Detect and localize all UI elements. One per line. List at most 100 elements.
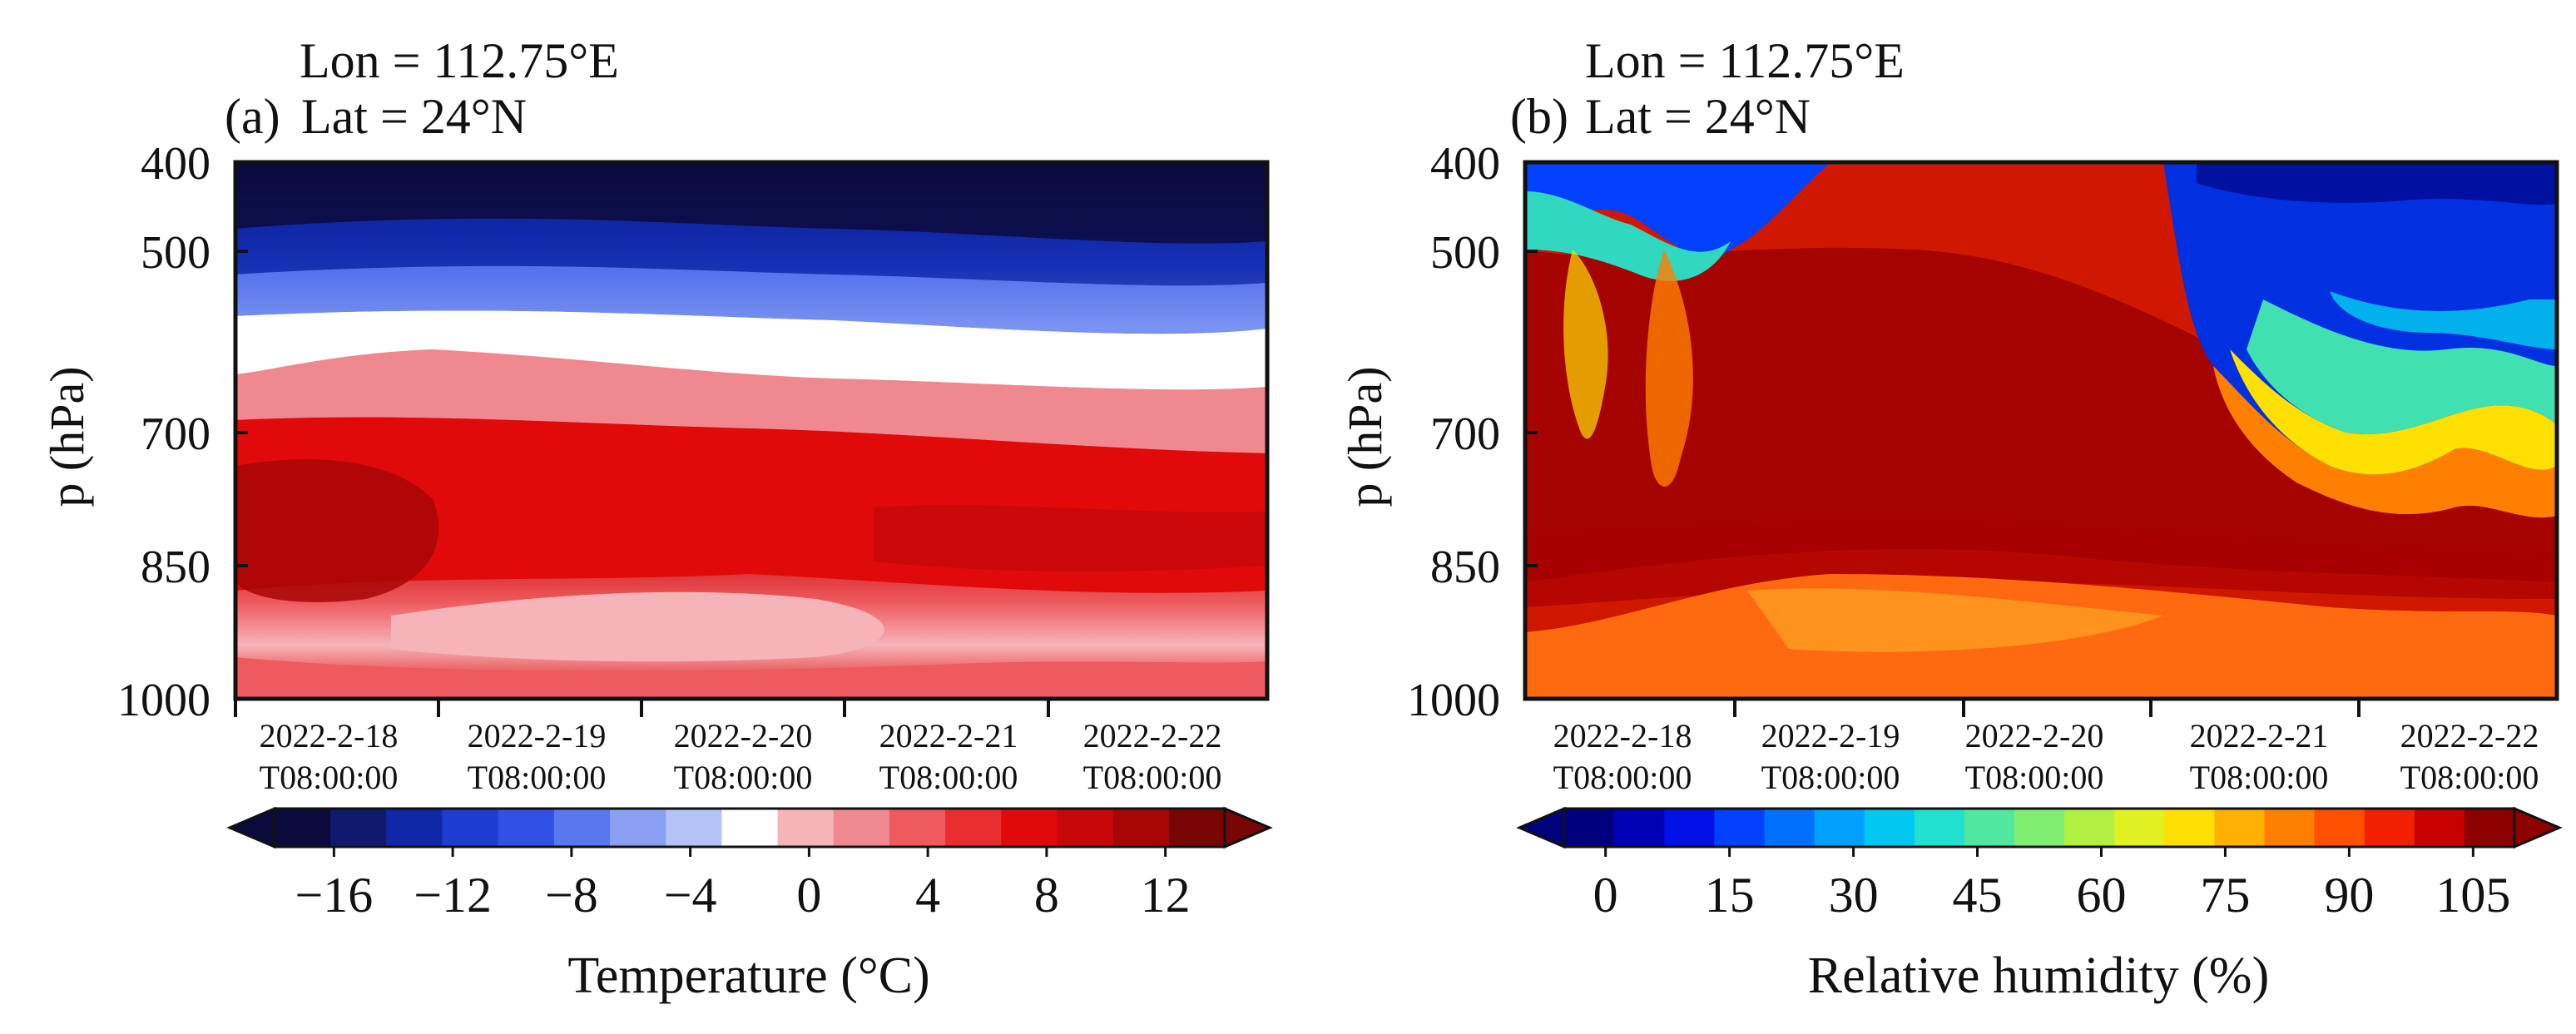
panel-b-ytick-label: 500: [1430, 227, 1500, 279]
panel-b-colorbar-tick-label: 90: [2324, 868, 2374, 923]
panel-a-colorbar-segment: [721, 809, 779, 847]
panel-a-colorbar-segment: [553, 809, 611, 847]
panel-a-colorbar-segment: [442, 809, 499, 847]
panel-b-colorbar-ticks: 0 15 30 45 60 75 90 105: [1593, 847, 2510, 923]
panel-b-colorbar-segments: [1564, 809, 2515, 847]
panel-a-colorbar-segment: [889, 809, 946, 847]
panel-b-colorbar-segment: [1814, 809, 1865, 847]
panel-b-colorbar-segment: [2214, 809, 2266, 847]
panel-b-colorbar-tick-label: 0: [1593, 868, 1618, 923]
panel-a: Lon = 112.75°E (a) Lat = 24°N p (hPa): [40, 33, 1273, 1004]
panel-a-colorbar-label: Temperature (°C): [567, 947, 929, 1004]
panel-a-xtick-date: 2022-2-18: [260, 717, 399, 754]
panel-a-colorbar-segment: [275, 809, 331, 847]
panel-a-colorbar-segments: [275, 809, 1226, 847]
panel-b-xtick-time: T08:00:00: [1965, 759, 2104, 796]
panel-b-colorbar-tick-label: 105: [2435, 868, 2510, 923]
panel-a-colorbar-segment: [777, 809, 835, 847]
panel-a-xticks: 2022-2-18 T08:00:00 2022-2-19 T08:00:00 …: [234, 699, 1222, 796]
panel-a-label: (a): [225, 89, 280, 144]
panel-a-xtick-date: 2022-2-19: [468, 717, 607, 754]
panel-a-ylabel: p (hPa): [40, 366, 94, 507]
panel-b-colorbar-label: Relative humidity (%): [1808, 947, 2269, 1004]
panel-b-ylabel: p (hPa): [1338, 366, 1392, 507]
panel-a-title-line2: Lat = 24°N: [301, 89, 527, 144]
panel-b-colorbar-min-arrow: [1516, 806, 1566, 849]
panel-b-yticks: 400 500 700 850 1000: [1407, 138, 1538, 726]
panel-a-colorbar-segment: [1057, 809, 1114, 847]
panel-b-colorbar-segment: [2464, 809, 2515, 847]
panel-a-colorbar-segment: [833, 809, 890, 847]
panel-b-colorbar-segment: [2114, 809, 2166, 847]
panel-b-title-line1: Lon = 112.75°E: [1585, 33, 1905, 88]
panel-b-frame: [1523, 160, 2559, 701]
panel-b-colorbar-tick-label: 30: [1829, 868, 1879, 923]
panel-b-colorbar-segment: [1864, 809, 1915, 847]
panel-b-colorbar-segment: [2264, 809, 2316, 847]
panel-b-xtick-time: T08:00:00: [2400, 759, 2539, 796]
panel-b-ytick-label: 700: [1430, 408, 1500, 460]
panel-b-colorbar-tick-label: 60: [2076, 868, 2126, 923]
panel-a-title-line1: Lon = 112.75°E: [300, 33, 619, 88]
panel-b-xtick-date: 2022-2-18: [1553, 717, 1692, 754]
panel-a-colorbar-segment: [1001, 809, 1058, 847]
panel-b-xtick-date: 2022-2-21: [2190, 717, 2329, 754]
panel-a-xtick-date: 2022-2-21: [879, 717, 1018, 754]
panel-b-colorbar-segment: [1714, 809, 1766, 847]
panel-b-xtick-date: 2022-2-19: [1761, 717, 1900, 754]
panel-a-colorbar-ticks: −16 −12 −8 −4 0 4 8 12: [295, 847, 1191, 923]
panel-a-ytick-label: 850: [141, 542, 211, 593]
panel-a-xtick-date: 2022-2-20: [674, 717, 813, 754]
panel-a-colorbar-tick-label: −4: [664, 868, 717, 923]
panel-a-colorbar-tick-label: 8: [1034, 868, 1059, 923]
panel-b-xtick-date: 2022-2-22: [2400, 717, 2539, 754]
panel-a-colorbar-tick-label: −16: [295, 868, 373, 923]
panel-a-colorbar: −16 −12 −8 −4 0 4 8 12 Temperature (°C): [226, 806, 1273, 1004]
panel-b-colorbar-segment: [2364, 809, 2415, 847]
panel-b-colorbar-segment: [1764, 809, 1816, 847]
panel-a-colorbar-segment: [666, 809, 723, 847]
panel-a-colorbar-segment: [330, 809, 388, 847]
panel-b-colorbar: 0 15 30 45 60 75 90 105 Relative humidity (%): [1516, 806, 2563, 1004]
panel-a-colorbar-tick-label: 0: [796, 868, 821, 923]
panel-a-xtick-time: T08:00:00: [879, 759, 1018, 796]
panel-a-colorbar-tick-label: −12: [414, 868, 492, 923]
panel-a-frame: [233, 160, 1270, 701]
panel-a-colorbar-segment: [498, 809, 555, 847]
panel-b-xtick-time: T08:00:00: [1553, 759, 1692, 796]
panel-b-colorbar-segment: [1664, 809, 1716, 847]
panel-a-colorbar-tick-label: 12: [1141, 868, 1191, 923]
panel-b-colorbar-segment: [2014, 809, 2065, 847]
panel-a-colorbar-tick-label: −8: [545, 868, 598, 923]
panel-a-colorbar-min-arrow: [226, 806, 276, 849]
panel-a-xtick-time: T08:00:00: [1083, 759, 1222, 796]
panel-b-colorbar-tick-label: 45: [1953, 868, 2003, 923]
panel-b-colorbar-segment: [2064, 809, 2115, 847]
panel-a-xtick-time: T08:00:00: [674, 759, 813, 796]
panel-b-colorbar-segment: [1964, 809, 2015, 847]
panel-a-ytick-label: 500: [141, 227, 211, 279]
panel-a-xtick-date: 2022-2-22: [1083, 717, 1222, 754]
panel-b-colorbar-tick-label: 75: [2200, 868, 2250, 923]
panel-b-ytick-label: 1000: [1407, 675, 1500, 726]
panel-b-colorbar-segment: [1914, 809, 1965, 847]
panel-a-ytick-label: 1000: [117, 675, 211, 726]
panel-b-label: (b): [1510, 89, 1568, 144]
panel-b-xtick-date: 2022-2-20: [1965, 717, 2104, 754]
panel-a-colorbar-segment: [945, 809, 1003, 847]
panel-b-xtick-time: T08:00:00: [1761, 759, 1900, 796]
panel-a-yticks: 400 500 700 850 1000: [117, 138, 248, 726]
panel-a-colorbar-max-arrow: [1223, 806, 1273, 849]
panel-a-colorbar-segment: [610, 809, 667, 847]
panel-b-colorbar-segment: [2164, 809, 2216, 847]
panel-b-title-line2: Lat = 24°N: [1585, 89, 1811, 144]
panel-a-colorbar-segment: [386, 809, 443, 847]
panel-b-colorbar-segment: [2314, 809, 2365, 847]
panel-a-xtick-time: T08:00:00: [468, 759, 607, 796]
panel-a-ytick-label: 400: [141, 138, 211, 190]
panel-b-colorbar-tick-label: 15: [1705, 868, 1755, 923]
panel-b: Lon = 112.75°E (b) Lat = 24°N p (hPa): [1338, 33, 2563, 1004]
panel-b-ytick-label: 850: [1430, 542, 1500, 593]
panel-b-colorbar-segment: [1564, 809, 1615, 847]
